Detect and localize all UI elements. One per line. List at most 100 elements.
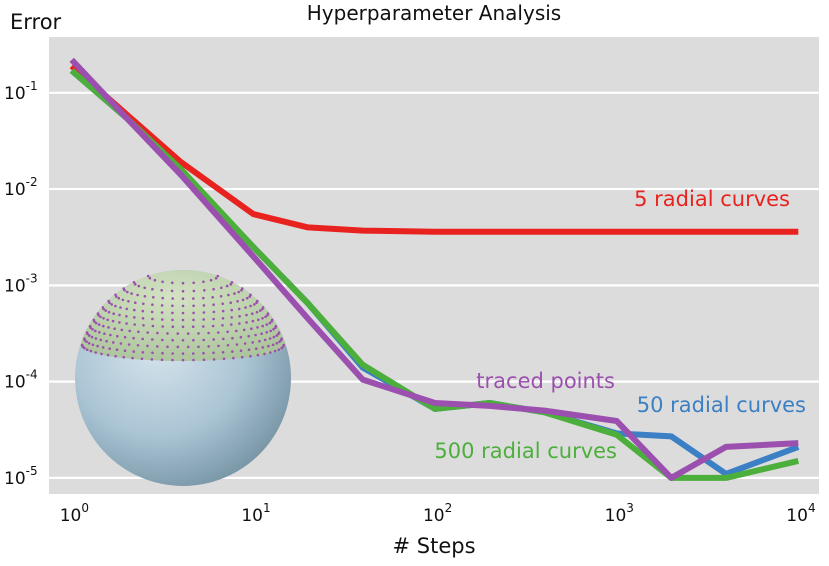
cap-point — [192, 338, 195, 342]
y-tick-label: 10-1 — [4, 79, 38, 104]
cap-point — [181, 304, 185, 308]
cap-point — [166, 332, 169, 335]
cap-point — [221, 309, 225, 313]
cap-point — [141, 351, 145, 354]
cap-point — [113, 327, 116, 331]
cap-point — [166, 345, 169, 349]
cap-point — [125, 307, 129, 311]
cap-point — [245, 296, 249, 300]
cap-point — [146, 331, 149, 334]
cap-point — [230, 323, 233, 326]
cap-point — [191, 325, 195, 329]
cap-point — [160, 289, 163, 292]
cap-point — [202, 280, 205, 284]
cap-point — [231, 350, 234, 353]
cap-point — [238, 322, 241, 325]
cap-point — [259, 309, 262, 312]
cap-point — [119, 306, 122, 309]
cap-point — [102, 324, 105, 328]
cap-point — [245, 313, 248, 317]
cap-point — [280, 337, 283, 341]
cap-point — [260, 332, 263, 336]
cap-point — [171, 325, 175, 329]
cap-point — [211, 296, 214, 299]
cap-point — [171, 297, 174, 300]
cap-point — [171, 318, 174, 322]
cap-point — [181, 358, 185, 362]
cap-point — [151, 324, 155, 328]
x-tick-label: 103 — [605, 501, 634, 526]
cap-point — [197, 345, 200, 349]
cap-point — [86, 332, 89, 336]
cap-point — [176, 345, 180, 349]
cap-point — [229, 282, 233, 286]
cap-point — [226, 330, 229, 334]
cap-point — [103, 332, 106, 336]
cap-point — [202, 351, 205, 355]
cap-point — [133, 316, 136, 319]
cap-point — [132, 281, 136, 284]
cap-point — [89, 326, 92, 330]
cap-point — [152, 296, 155, 299]
cap-point — [94, 337, 98, 340]
cap-point — [127, 343, 131, 346]
cap-point — [244, 306, 247, 309]
cap-point — [89, 349, 93, 353]
cap-point — [207, 345, 210, 348]
cap-point — [90, 335, 94, 339]
cap-point — [212, 358, 216, 361]
cap-point — [237, 307, 241, 311]
cap-point — [282, 343, 286, 347]
x-axis-title: # Steps — [392, 534, 475, 558]
cap-point — [222, 337, 225, 341]
cap-point — [249, 293, 252, 297]
cap-point — [265, 323, 269, 326]
cap-point — [256, 353, 260, 357]
cap-point — [227, 293, 230, 297]
chart-title: Hyperparameter Analysis — [307, 1, 561, 25]
cap-point — [278, 340, 281, 344]
cap-point — [130, 292, 133, 295]
cap-point — [117, 296, 121, 300]
cap-point — [150, 358, 154, 361]
cap-point — [266, 312, 270, 315]
cap-point — [238, 315, 241, 318]
tick-labels: 10-1 10-2 10-3 10-4 10-5 100 101 102 103 104 — [4, 79, 816, 526]
cap-point — [221, 351, 225, 354]
series-lines — [69, 57, 800, 481]
cap-point — [272, 335, 276, 339]
y-tick-label: 10-5 — [4, 464, 38, 489]
cap-point — [87, 342, 91, 345]
cap-point — [271, 343, 275, 347]
cap-point — [181, 318, 185, 322]
cap-point — [269, 351, 272, 354]
cap-point — [202, 325, 205, 328]
cap-point — [265, 331, 269, 334]
cap-point — [243, 342, 247, 345]
y-axis-title: Error — [10, 10, 62, 34]
cap-point — [274, 324, 278, 328]
cap-point — [181, 325, 185, 329]
cap-point — [249, 304, 252, 308]
cap-point — [114, 354, 117, 358]
cap-point — [161, 338, 164, 342]
cap-point — [99, 315, 102, 319]
cap-point — [141, 317, 145, 320]
cap-point — [88, 334, 91, 337]
cap-point — [142, 324, 145, 327]
cap-point — [131, 356, 134, 360]
cap-point — [161, 280, 164, 284]
cap-point — [171, 358, 174, 362]
cap-point — [112, 312, 115, 316]
cap-point — [111, 319, 115, 323]
cap-point — [181, 297, 185, 301]
cap-point — [141, 337, 144, 341]
cap-point — [267, 344, 270, 348]
cap-point — [99, 338, 103, 342]
cap-point — [171, 311, 174, 315]
cap-point — [106, 353, 110, 357]
cap-point — [230, 316, 233, 319]
cap-point — [272, 328, 275, 331]
cap-point — [171, 338, 174, 342]
cap-point — [150, 310, 154, 314]
